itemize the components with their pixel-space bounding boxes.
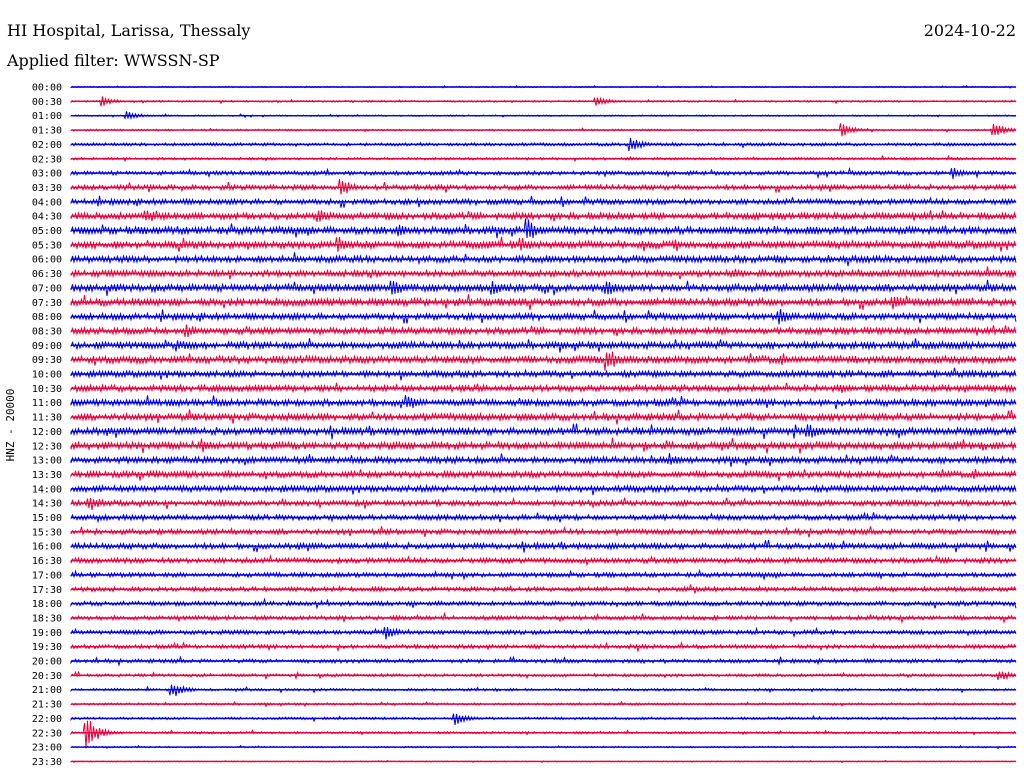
- time-label: 01:00: [32, 111, 62, 122]
- time-label: 07:30: [32, 298, 62, 309]
- time-label: 15:00: [32, 513, 62, 524]
- record-date: 2024-10-22: [924, 21, 1016, 40]
- time-label: 18:00: [32, 599, 62, 610]
- time-label: 12:30: [32, 441, 62, 452]
- time-label: 01:30: [32, 126, 62, 137]
- time-label: 18:30: [32, 613, 62, 624]
- time-label: 20:30: [32, 671, 62, 682]
- trace-line: [70, 423, 1017, 440]
- trace-line: [70, 218, 1017, 239]
- time-label: 23:30: [32, 757, 62, 768]
- trace-line: [70, 195, 1017, 208]
- time-label: 21:30: [32, 700, 62, 711]
- time-label: 14:00: [32, 484, 62, 495]
- time-label: 11:00: [32, 398, 62, 409]
- time-label: 02:00: [32, 140, 62, 151]
- time-label: 04:00: [32, 197, 62, 208]
- time-label: 06:00: [32, 255, 62, 266]
- time-label: 04:30: [32, 212, 62, 223]
- time-label: 11:30: [32, 413, 62, 424]
- time-label: 05:30: [32, 240, 62, 251]
- time-label: 20:00: [32, 657, 62, 668]
- trace-line: [70, 266, 1017, 280]
- time-label: 13:30: [32, 470, 62, 481]
- time-label: 21:00: [32, 685, 62, 696]
- time-label: 22:00: [32, 714, 62, 725]
- trace-line: [70, 351, 1017, 371]
- trace-line: [70, 713, 1017, 725]
- time-label: 07:00: [32, 283, 62, 294]
- time-label: 13:00: [32, 456, 62, 467]
- time-label: 00:00: [32, 83, 62, 94]
- trace-line: [70, 469, 1017, 482]
- y-axis-label: HNZ - 20000: [4, 389, 17, 462]
- time-label: 19:30: [32, 642, 62, 653]
- time-label: 05:00: [32, 226, 62, 237]
- time-label: 19:00: [32, 628, 62, 639]
- time-label: 06:30: [32, 269, 62, 280]
- time-label: 23:00: [32, 743, 62, 754]
- trace-line: [70, 626, 1017, 640]
- time-label: 10:00: [32, 370, 62, 381]
- trace-line: [70, 111, 1017, 121]
- station-title: HI Hospital, Larissa, Thessaly: [7, 21, 250, 40]
- time-label: 02:30: [32, 154, 62, 165]
- time-label: 00:30: [32, 97, 62, 108]
- time-label: 17:00: [32, 570, 62, 581]
- time-label: 09:00: [32, 341, 62, 352]
- time-label: 03:00: [32, 169, 62, 180]
- time-label: 14:30: [32, 499, 62, 510]
- time-label: 09:30: [32, 355, 62, 366]
- time-label: 08:30: [32, 326, 62, 337]
- trace-line: [70, 453, 1017, 467]
- time-label: 16:00: [32, 542, 62, 553]
- time-label: 16:30: [32, 556, 62, 567]
- filter-label: Applied filter: WWSSN-SP: [6, 51, 220, 70]
- trace-line: [70, 483, 1017, 496]
- time-label: 12:00: [32, 427, 62, 438]
- time-label: 22:30: [32, 728, 62, 739]
- trace-line: [70, 252, 1017, 267]
- trace-rows: 00:00 00:30 01:00 01:30 02:00 02:30 03:00 03:30…: [32, 83, 1017, 768]
- time-label: 17:30: [32, 585, 62, 596]
- time-label: 10:30: [32, 384, 62, 395]
- time-label: 08:00: [32, 312, 62, 323]
- time-label: 03:30: [32, 183, 62, 194]
- time-label: 15:30: [32, 527, 62, 538]
- trace-line: [70, 720, 1017, 749]
